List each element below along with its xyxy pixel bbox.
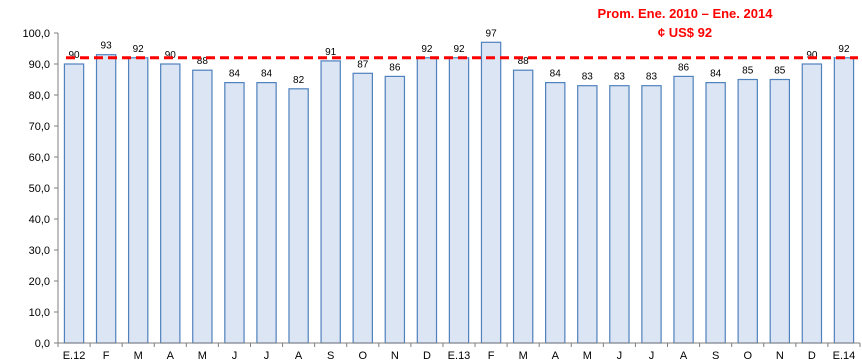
bar [641, 85, 662, 344]
bar [673, 75, 694, 344]
bar [609, 85, 630, 344]
y-tick-label: 70,0 [29, 121, 50, 133]
bar [737, 78, 758, 344]
data-labels: 90 93 92 90 88 84 84 82 91 87 86 92 92 97 88 84 83 83 83 86… [68, 28, 849, 86]
bar [384, 75, 406, 344]
bar [127, 57, 149, 344]
bar [480, 41, 502, 344]
y-tick-label: 0,0 [35, 338, 50, 350]
bar-value-label: 83 [582, 72, 594, 83]
bar-value-label: 86 [678, 62, 690, 73]
bar-value-label: 88 [518, 56, 530, 67]
x-tick-label: N [776, 350, 784, 362]
x-tick-label: E.14 [833, 350, 856, 362]
bar [833, 57, 855, 344]
y-axis: 0,0 10,0 20,0 30,0 40,0 50,0 60,0 70,0 80,0 90,0 1… [22, 28, 59, 350]
bar-value-label: 84 [261, 69, 273, 80]
bar [545, 81, 566, 344]
x-tick-label: A [552, 350, 560, 362]
y-tick-label: 80,0 [29, 90, 50, 102]
x-tick-label: A [680, 350, 688, 362]
bar-value-label: 90 [165, 50, 177, 61]
bar-value-label: 83 [646, 72, 658, 83]
bar-value-label: 90 [68, 50, 80, 61]
reference-label-line1: Prom. Ene. 2010 – Ene. 2014 [597, 6, 773, 21]
bar-value-label: 86 [389, 62, 401, 73]
bar-value-label: 85 [742, 66, 754, 77]
x-tick-label: J [232, 350, 238, 362]
bar-value-label: 91 [325, 47, 337, 58]
bar [577, 85, 598, 344]
bar-value-label: 87 [357, 59, 369, 70]
x-tick-label: J [264, 350, 270, 362]
x-tick-label: E.12 [63, 350, 86, 362]
x-tick-label: J [617, 350, 623, 362]
bar-value-label: 92 [453, 44, 465, 55]
y-tick-label: 50,0 [29, 183, 50, 195]
bar-value-label: 84 [710, 69, 722, 80]
x-axis: E.12 F M A M J J A S O N D E.13 F M A M J J A S O N D E.14 [57, 342, 861, 362]
bar [63, 63, 85, 344]
x-tick-label: O [358, 350, 367, 362]
x-tick-label: F [103, 350, 110, 362]
x-tick-label: A [295, 350, 303, 362]
bar [448, 57, 470, 344]
bar [352, 72, 373, 344]
x-tick-label: A [167, 350, 175, 362]
reference-annotation: Prom. Ene. 2010 – Ene. 2014 ¢ US$ 92 [560, 4, 810, 42]
x-tick-label: E.13 [448, 350, 471, 362]
bar [801, 63, 823, 344]
y-tick-label: 30,0 [29, 245, 50, 257]
reference-label-line2: ¢ US$ 92 [657, 25, 713, 40]
y-tick-label: 10,0 [29, 307, 50, 319]
x-tick-label: M [583, 350, 592, 362]
bar [705, 81, 726, 344]
y-tick-label: 90,0 [29, 59, 50, 71]
bar [160, 63, 181, 344]
x-tick-label: M [519, 350, 528, 362]
bar [512, 69, 534, 344]
x-tick-label: D [423, 350, 431, 362]
bar-value-label: 84 [550, 69, 562, 80]
bar [320, 60, 341, 344]
bar [416, 57, 438, 344]
bar-value-label: 92 [421, 44, 433, 55]
bar [192, 69, 213, 344]
bar-value-label: 82 [293, 75, 305, 86]
bar [95, 54, 117, 344]
x-tick-label: N [391, 350, 399, 362]
x-tick-label: S [712, 350, 719, 362]
bar-value-label: 85 [774, 66, 786, 77]
y-tick-label: 60,0 [29, 152, 50, 164]
y-tick-label: 40,0 [29, 214, 50, 226]
bars [63, 41, 855, 344]
x-tick-label: M [134, 350, 143, 362]
bar [769, 78, 791, 344]
bar [288, 88, 309, 344]
bar-value-label: 92 [838, 44, 850, 55]
bar-value-label: 83 [614, 72, 626, 83]
bar [224, 81, 245, 344]
bar-value-label: 92 [133, 44, 145, 55]
y-tick-label: 100,0 [22, 28, 50, 40]
x-tick-label: F [488, 350, 495, 362]
bar-value-label: 90 [806, 50, 818, 61]
x-tick-label: S [327, 350, 334, 362]
x-tick-label: J [649, 350, 655, 362]
x-tick-label: D [808, 350, 816, 362]
bar-value-label: 93 [101, 41, 113, 52]
bar [256, 81, 277, 344]
x-tick-label: O [743, 350, 752, 362]
bar-value-label: 88 [197, 56, 209, 67]
y-tick-label: 20,0 [29, 276, 50, 288]
bar-value-label: 97 [486, 28, 498, 39]
bar-value-label: 84 [229, 69, 241, 80]
x-tick-label: M [198, 350, 207, 362]
